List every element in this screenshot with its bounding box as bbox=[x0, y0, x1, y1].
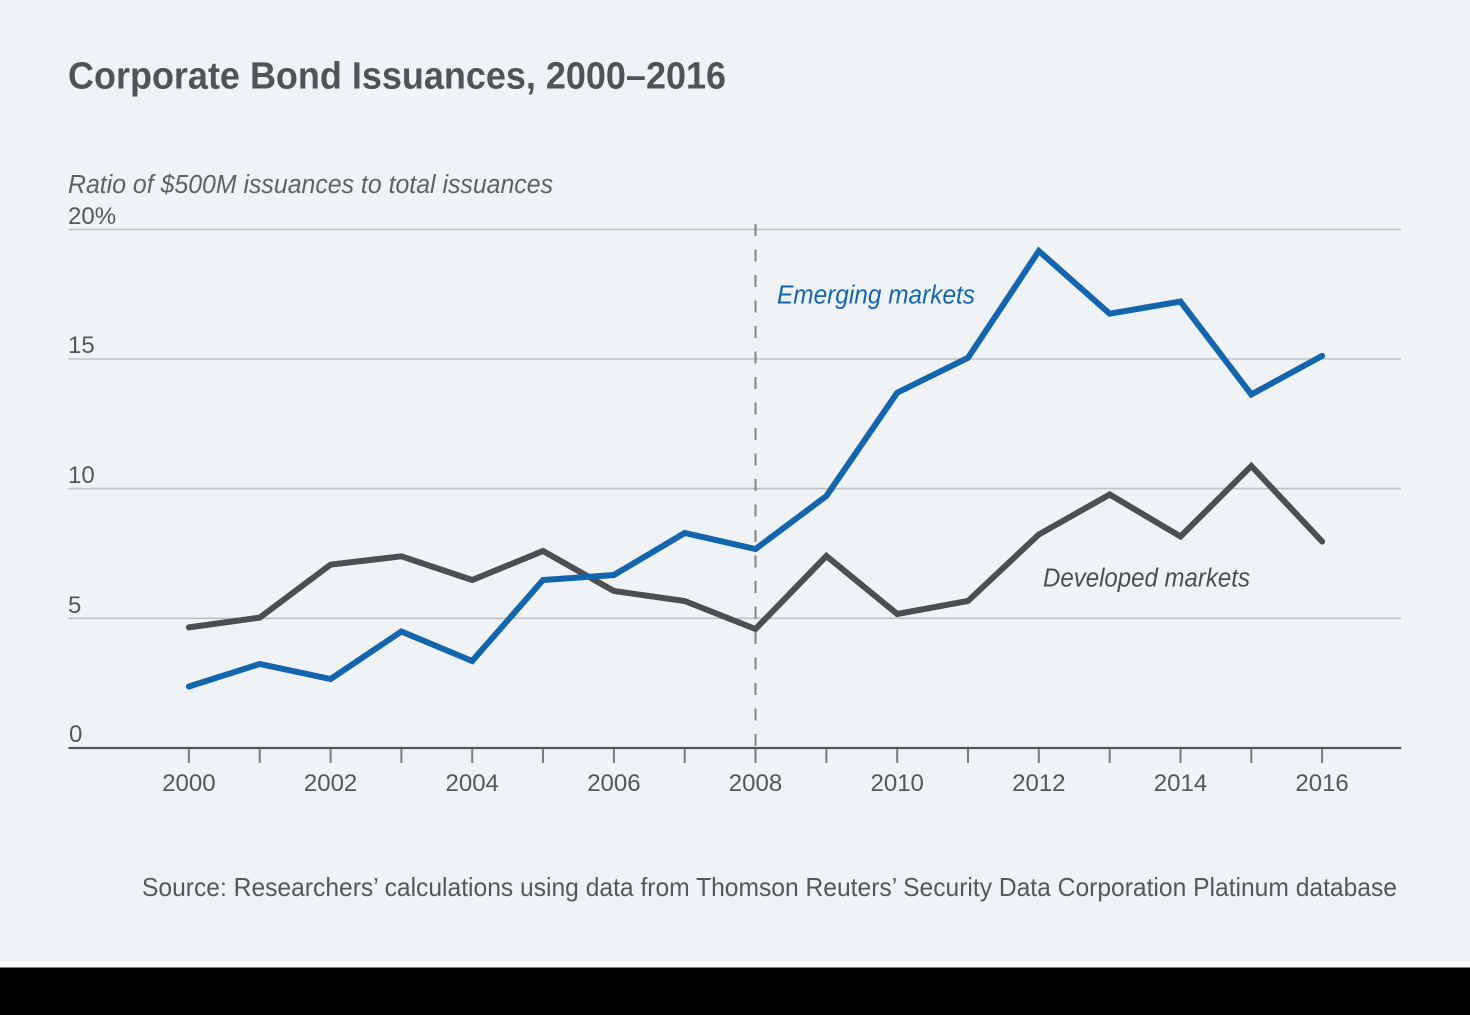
svg-text:5: 5 bbox=[68, 592, 81, 619]
svg-text:2012: 2012 bbox=[1012, 770, 1065, 797]
svg-text:2010: 2010 bbox=[871, 770, 924, 797]
svg-text:0: 0 bbox=[69, 721, 82, 748]
svg-text:2008: 2008 bbox=[729, 770, 782, 797]
svg-text:15: 15 bbox=[68, 332, 95, 359]
svg-text:2000: 2000 bbox=[162, 770, 215, 797]
svg-text:2016: 2016 bbox=[1295, 770, 1348, 797]
svg-text:10: 10 bbox=[68, 462, 95, 489]
svg-text:Ratio of $500M issuances to to: Ratio of $500M issuances to total issuan… bbox=[68, 171, 553, 199]
svg-text:2006: 2006 bbox=[587, 770, 640, 797]
svg-text:20%: 20% bbox=[68, 203, 116, 230]
svg-text:Developed markets: Developed markets bbox=[1043, 565, 1250, 593]
svg-text:Source: Researchers’ calculati: Source: Researchers’ calculations using … bbox=[142, 872, 1397, 902]
svg-text:Corporate Bond Issuances, 2000: Corporate Bond Issuances, 2000–2016 bbox=[68, 56, 726, 98]
svg-text:2004: 2004 bbox=[446, 770, 499, 797]
svg-text:2014: 2014 bbox=[1154, 770, 1207, 797]
svg-text:2002: 2002 bbox=[304, 770, 357, 797]
svg-text:Emerging markets: Emerging markets bbox=[777, 281, 975, 309]
